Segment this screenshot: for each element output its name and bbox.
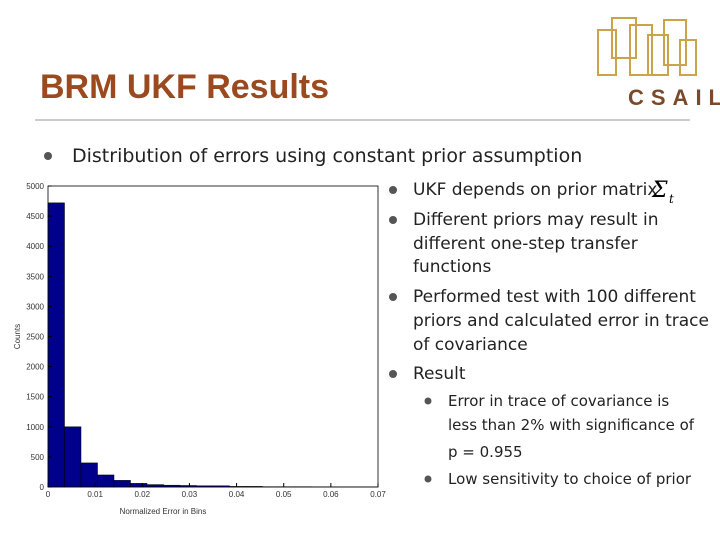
y-axis-label: Counts	[13, 324, 22, 349]
bullet-text: priors and calculated error in trace	[413, 311, 709, 331]
sub-bullet-text: less than 2% with significance of	[448, 416, 695, 434]
y-tick-label: 4500	[26, 212, 44, 221]
math-subscript: t	[669, 192, 674, 206]
y-tick-label: 3500	[26, 272, 44, 281]
x-tick-label: 0.04	[229, 490, 245, 499]
bullet-text: of covariance	[413, 335, 528, 355]
bullet-text: Performed test with 100 different	[413, 287, 696, 307]
y-tick-label: 2000	[26, 363, 44, 372]
logo-graphic	[597, 17, 697, 76]
math-symbol: Σ	[651, 178, 668, 203]
sub-bullet-text: Low sensitivity to choice of prior	[448, 470, 692, 488]
bullet-text: functions	[413, 257, 491, 277]
bullet-dot	[44, 152, 52, 160]
bullet-dot	[389, 186, 397, 194]
y-tick-label: 500	[31, 453, 45, 462]
y-tick-label: 0	[40, 483, 45, 492]
bullet-text: Different priors may result in	[413, 210, 659, 230]
bullet-dot	[389, 216, 397, 224]
x-tick-label: 0.03	[182, 490, 198, 499]
sub-bullet-text: Error in trace of covariance is	[448, 392, 669, 410]
x-tick-label: 0.06	[323, 490, 339, 499]
x-tick-label: 0	[46, 490, 51, 499]
x-tick-label: 0.07	[370, 490, 386, 499]
y-tick-label: 3000	[26, 302, 44, 311]
bullet-dot	[389, 370, 397, 378]
y-tick-label: 1000	[26, 423, 44, 432]
bar	[47, 202, 65, 488]
sub-bullet-dot	[424, 397, 432, 405]
axes-frame	[47, 185, 379, 488]
y-tick-label: 4000	[26, 242, 44, 251]
logo-text: CSAIL	[628, 85, 720, 110]
bullet-dot	[389, 293, 397, 301]
sub-bullet-dot	[424, 475, 432, 483]
bullet-text: UKF depends on prior matrix	[413, 180, 657, 200]
bar	[113, 480, 131, 488]
y-tick-label: 2500	[26, 333, 44, 342]
bar	[97, 474, 115, 488]
x-tick-label: 0.02	[134, 490, 150, 499]
bullet-text: Distribution of errors using constant pr…	[72, 145, 582, 167]
bar	[130, 483, 148, 488]
bullet-text: Result	[413, 364, 466, 384]
x-tick-label: 0.05	[276, 490, 292, 499]
y-tick-label: 5000	[26, 182, 44, 191]
x-tick-label: 0.01	[87, 490, 103, 499]
sub-bullet-text: p = 0.955	[448, 443, 523, 461]
y-tick-label: 1500	[26, 393, 44, 402]
bullet-text: different one-step transfer	[413, 234, 638, 254]
bar	[64, 426, 82, 488]
slide-title: BRM UKF Results	[40, 68, 329, 106]
x-axis-label: Normalized Error in Bins	[120, 507, 207, 516]
